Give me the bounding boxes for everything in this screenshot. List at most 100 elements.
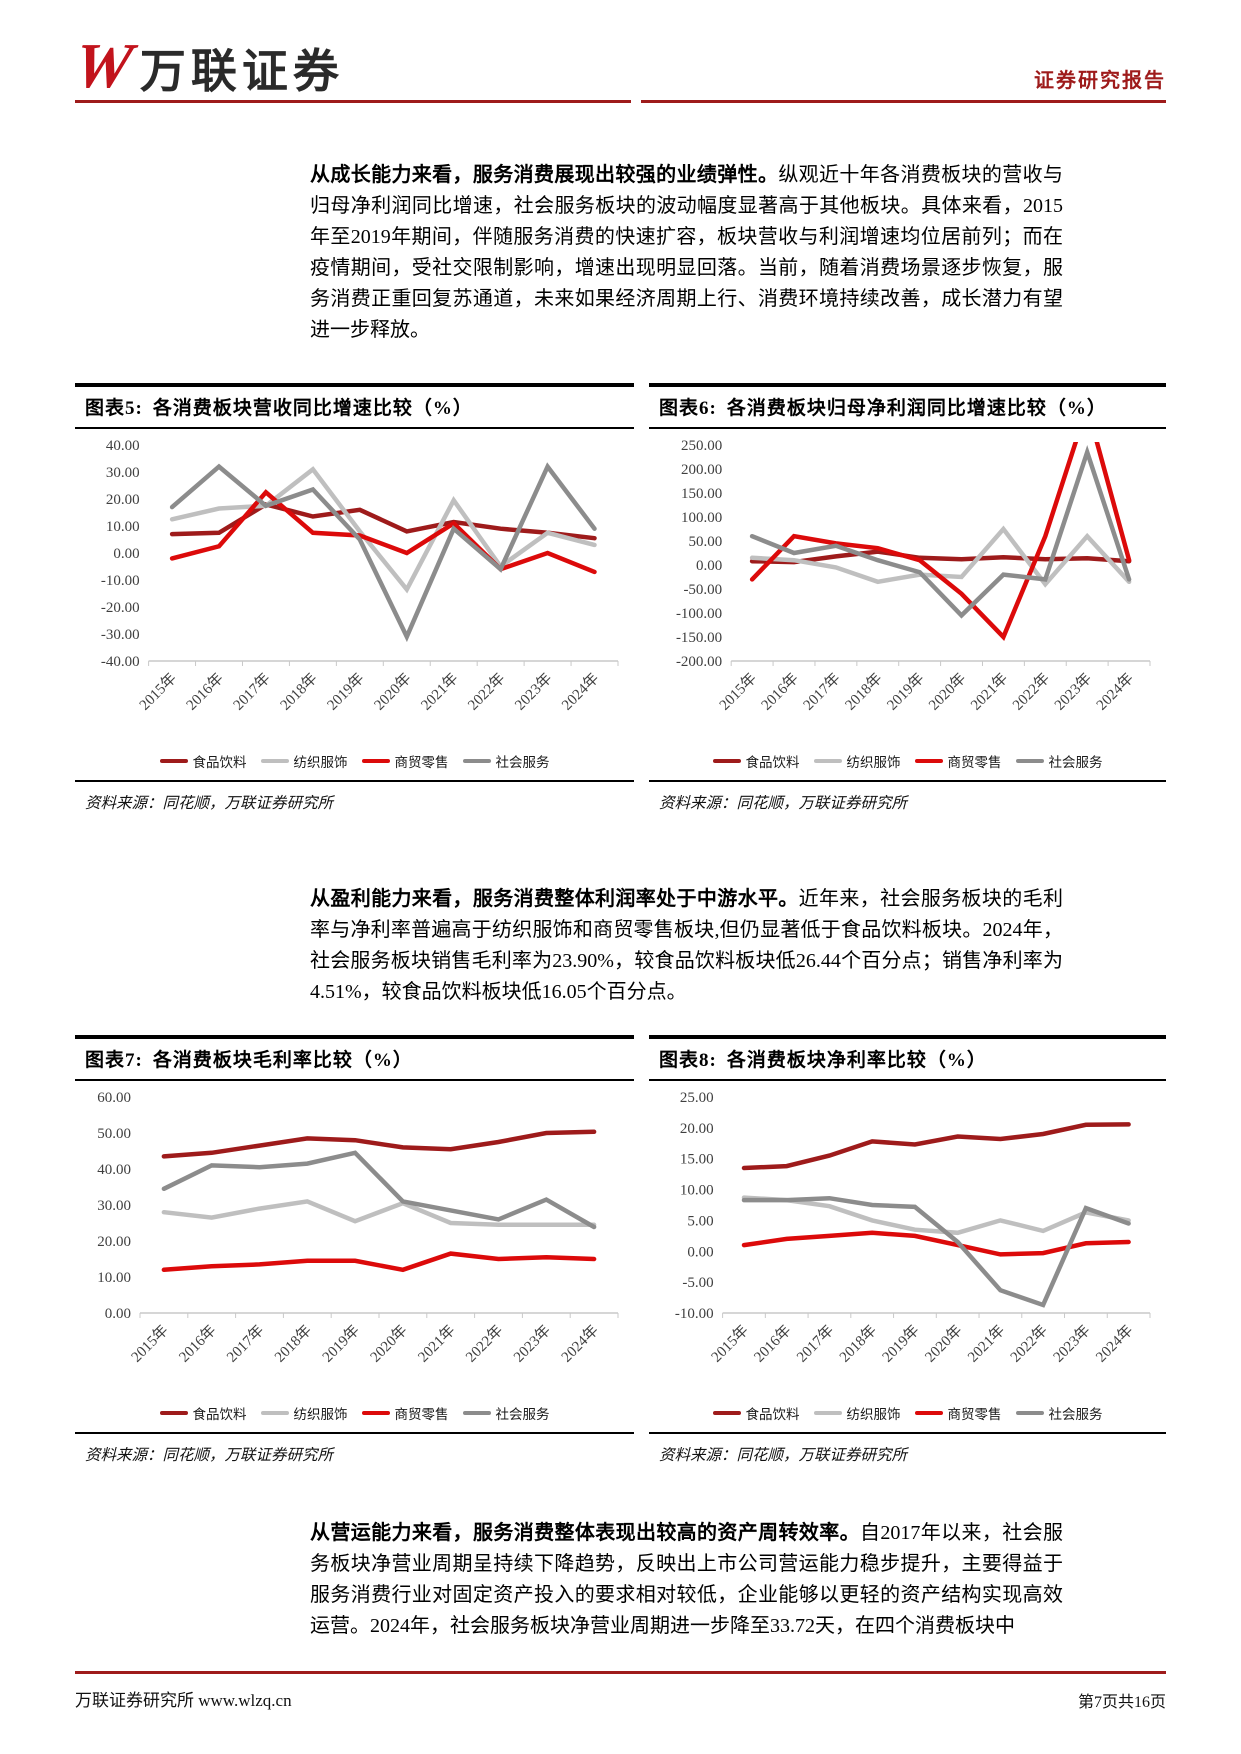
- svg-text:-30.00: -30.00: [101, 627, 140, 643]
- source-label: 资料来源：: [659, 795, 737, 812]
- svg-text:-5.00: -5.00: [682, 1275, 713, 1291]
- figure-5-title: 图表5: 各消费板块营收同比增速比较（%）: [75, 383, 634, 429]
- source-text: 同花顺，万联证券研究所: [162, 795, 334, 812]
- svg-text:2022年: 2022年: [465, 670, 509, 714]
- svg-text:-100.00: -100.00: [676, 606, 722, 622]
- figure-8-chart-area: 25.00 20.00 15.00 10.00 5.00 0.00 -5.00 -10.00 2…: [649, 1081, 1166, 1398]
- svg-text:2019年: 2019年: [884, 670, 928, 714]
- svg-text:-150.00: -150.00: [676, 630, 722, 646]
- svg-text:2019年: 2019年: [879, 1322, 923, 1366]
- legend-label: 食品饮料: [745, 1407, 800, 1422]
- svg-text:-10.00: -10.00: [675, 1306, 714, 1322]
- svg-text:15.00: 15.00: [680, 1152, 714, 1168]
- svg-text:2020年: 2020年: [367, 1322, 411, 1366]
- svg-text:2018年: 2018年: [842, 670, 886, 714]
- figure-6-chart-area: 250.00 200.00 150.00 100.00 50.00 0.00 -50.00 -…: [649, 429, 1166, 746]
- paragraph-profitability-body: 近年来，社会服务板块的毛利率与净利率普遍高于纺织服饰和商贸零售板块,但仍显著低于…: [310, 888, 1064, 1003]
- svg-text:0.00: 0.00: [696, 558, 722, 574]
- header-divider: [75, 100, 1166, 103]
- svg-text:2021年: 2021年: [967, 670, 1011, 714]
- legend-line-swatch-icon: [361, 758, 390, 764]
- legend-line-swatch-icon: [813, 1410, 842, 1416]
- svg-text:2021年: 2021年: [964, 1322, 1008, 1366]
- legend-item: 商贸零售: [914, 751, 1002, 771]
- svg-text:40.00: 40.00: [106, 438, 140, 454]
- svg-text:2024年: 2024年: [558, 1322, 602, 1366]
- source-label: 资料来源：: [85, 795, 163, 812]
- svg-text:2017年: 2017年: [223, 1322, 267, 1366]
- svg-text:20.00: 20.00: [97, 1234, 131, 1250]
- svg-text:2015年: 2015年: [128, 1322, 172, 1366]
- paragraph-growth-body: 纵观近十年各消费板块的营收与归母净利润同比增速，社会服务板块的波动幅度显著高于其…: [310, 164, 1064, 341]
- legend-item: 食品饮料: [712, 1403, 800, 1423]
- svg-text:2024年: 2024年: [1093, 1322, 1137, 1366]
- legend-item: 纺织服饰: [260, 751, 348, 771]
- footer-institute: 万联证券研究所 www.wlzq.cn: [75, 1691, 292, 1710]
- figure-6-title: 图表6: 各消费板块归母净利润同比增速比较（%）: [649, 383, 1166, 429]
- svg-text:0.00: 0.00: [113, 546, 139, 562]
- paragraph-growth: 从成长能力来看，服务消费展现出较强的业绩弹性。纵观近十年各消费板块的营收与归母净…: [310, 160, 1063, 346]
- paragraph-operations-body: 自2017年以来，社会服务板块净营业周期呈持续下降趋势，反映出上市公司营运能力稳…: [310, 1522, 1064, 1637]
- legend-label: 商贸零售: [394, 1407, 449, 1422]
- legend-item: 纺织服饰: [813, 751, 901, 771]
- footer-page-number: 第7页共16页: [1077, 1694, 1166, 1711]
- header-divider-left: [75, 100, 631, 103]
- svg-text:50.00: 50.00: [97, 1126, 131, 1142]
- svg-text:-40.00: -40.00: [101, 654, 140, 670]
- figure-7-divider: [75, 1432, 634, 1434]
- svg-text:2020年: 2020年: [371, 670, 415, 714]
- svg-text:50.00: 50.00: [688, 534, 722, 550]
- svg-text:2022年: 2022年: [462, 1322, 506, 1366]
- brand-logo: W 万联证券: [70, 30, 344, 101]
- legend-label: 社会服务: [1048, 1407, 1103, 1422]
- source-text: 同花顺，万联证券研究所: [736, 1447, 908, 1464]
- svg-text:25.00: 25.00: [680, 1090, 714, 1106]
- svg-text:2021年: 2021年: [415, 1322, 459, 1366]
- svg-text:2023年: 2023年: [510, 1322, 554, 1366]
- logo-w-icon: W: [70, 30, 133, 101]
- logo-company-name: 万联证券: [139, 45, 344, 97]
- legend-item: 社会服务: [1015, 751, 1103, 771]
- legend-label: 食品饮料: [192, 1407, 247, 1422]
- legend-line-swatch-icon: [1015, 1410, 1044, 1416]
- svg-text:0.00: 0.00: [687, 1244, 713, 1260]
- svg-text:2016年: 2016年: [751, 1322, 795, 1366]
- legend-item: 商贸零售: [361, 1403, 449, 1423]
- legend-item: 社会服务: [462, 1403, 550, 1423]
- legend-line-swatch-icon: [1015, 758, 1044, 764]
- legend-line-swatch-icon: [712, 758, 741, 764]
- svg-text:2020年: 2020年: [922, 1322, 966, 1366]
- legend-line-swatch-icon: [159, 758, 188, 764]
- svg-text:2019年: 2019年: [324, 670, 368, 714]
- figure-6: 图表6: 各消费板块归母净利润同比增速比较（%） 250.00 200.00 150.…: [649, 383, 1166, 822]
- figure-8-label: 图表8:: [659, 1050, 717, 1071]
- svg-text:100.00: 100.00: [681, 510, 722, 526]
- figure-6-label: 图表6:: [659, 398, 717, 419]
- svg-text:10.00: 10.00: [106, 519, 140, 535]
- svg-text:0.00: 0.00: [105, 1306, 131, 1322]
- svg-text:30.00: 30.00: [106, 465, 140, 481]
- legend-item: 食品饮料: [159, 751, 247, 771]
- source-text: 同花顺，万联证券研究所: [162, 1447, 334, 1464]
- footer-divider: [75, 1671, 1166, 1674]
- svg-text:-50.00: -50.00: [683, 582, 722, 598]
- figure-6-caption: 各消费板块归母净利润同比增速比较（%）: [726, 398, 1107, 419]
- svg-text:40.00: 40.00: [97, 1162, 131, 1178]
- legend-line-swatch-icon: [813, 758, 842, 764]
- svg-text:20.00: 20.00: [680, 1121, 714, 1137]
- paragraph-profitability-lead: 从盈利能力来看，服务消费整体利润率处于中游水平。: [310, 888, 799, 910]
- legend-item: 商贸零售: [914, 1403, 1002, 1423]
- svg-text:2021年: 2021年: [418, 670, 462, 714]
- legend-item: 社会服务: [1015, 1403, 1103, 1423]
- svg-text:2023年: 2023年: [1051, 670, 1095, 714]
- figure-row-1: 图表5: 各消费板块营收同比增速比较（%） 40.00 30.00 20.00 10.0…: [75, 383, 1166, 822]
- svg-text:150.00: 150.00: [681, 486, 722, 502]
- svg-text:10.00: 10.00: [680, 1183, 714, 1199]
- source-text: 同花顺，万联证券研究所: [736, 795, 908, 812]
- figure-7-source: 资料来源：同花顺，万联证券研究所: [75, 1434, 634, 1474]
- svg-text:2023年: 2023年: [1050, 1322, 1094, 1366]
- svg-text:2019年: 2019年: [319, 1322, 363, 1366]
- svg-text:2023年: 2023年: [512, 670, 556, 714]
- figure-7-title: 图表7: 各消费板块毛利率比较（%）: [75, 1035, 634, 1081]
- legend-label: 社会服务: [495, 1407, 550, 1422]
